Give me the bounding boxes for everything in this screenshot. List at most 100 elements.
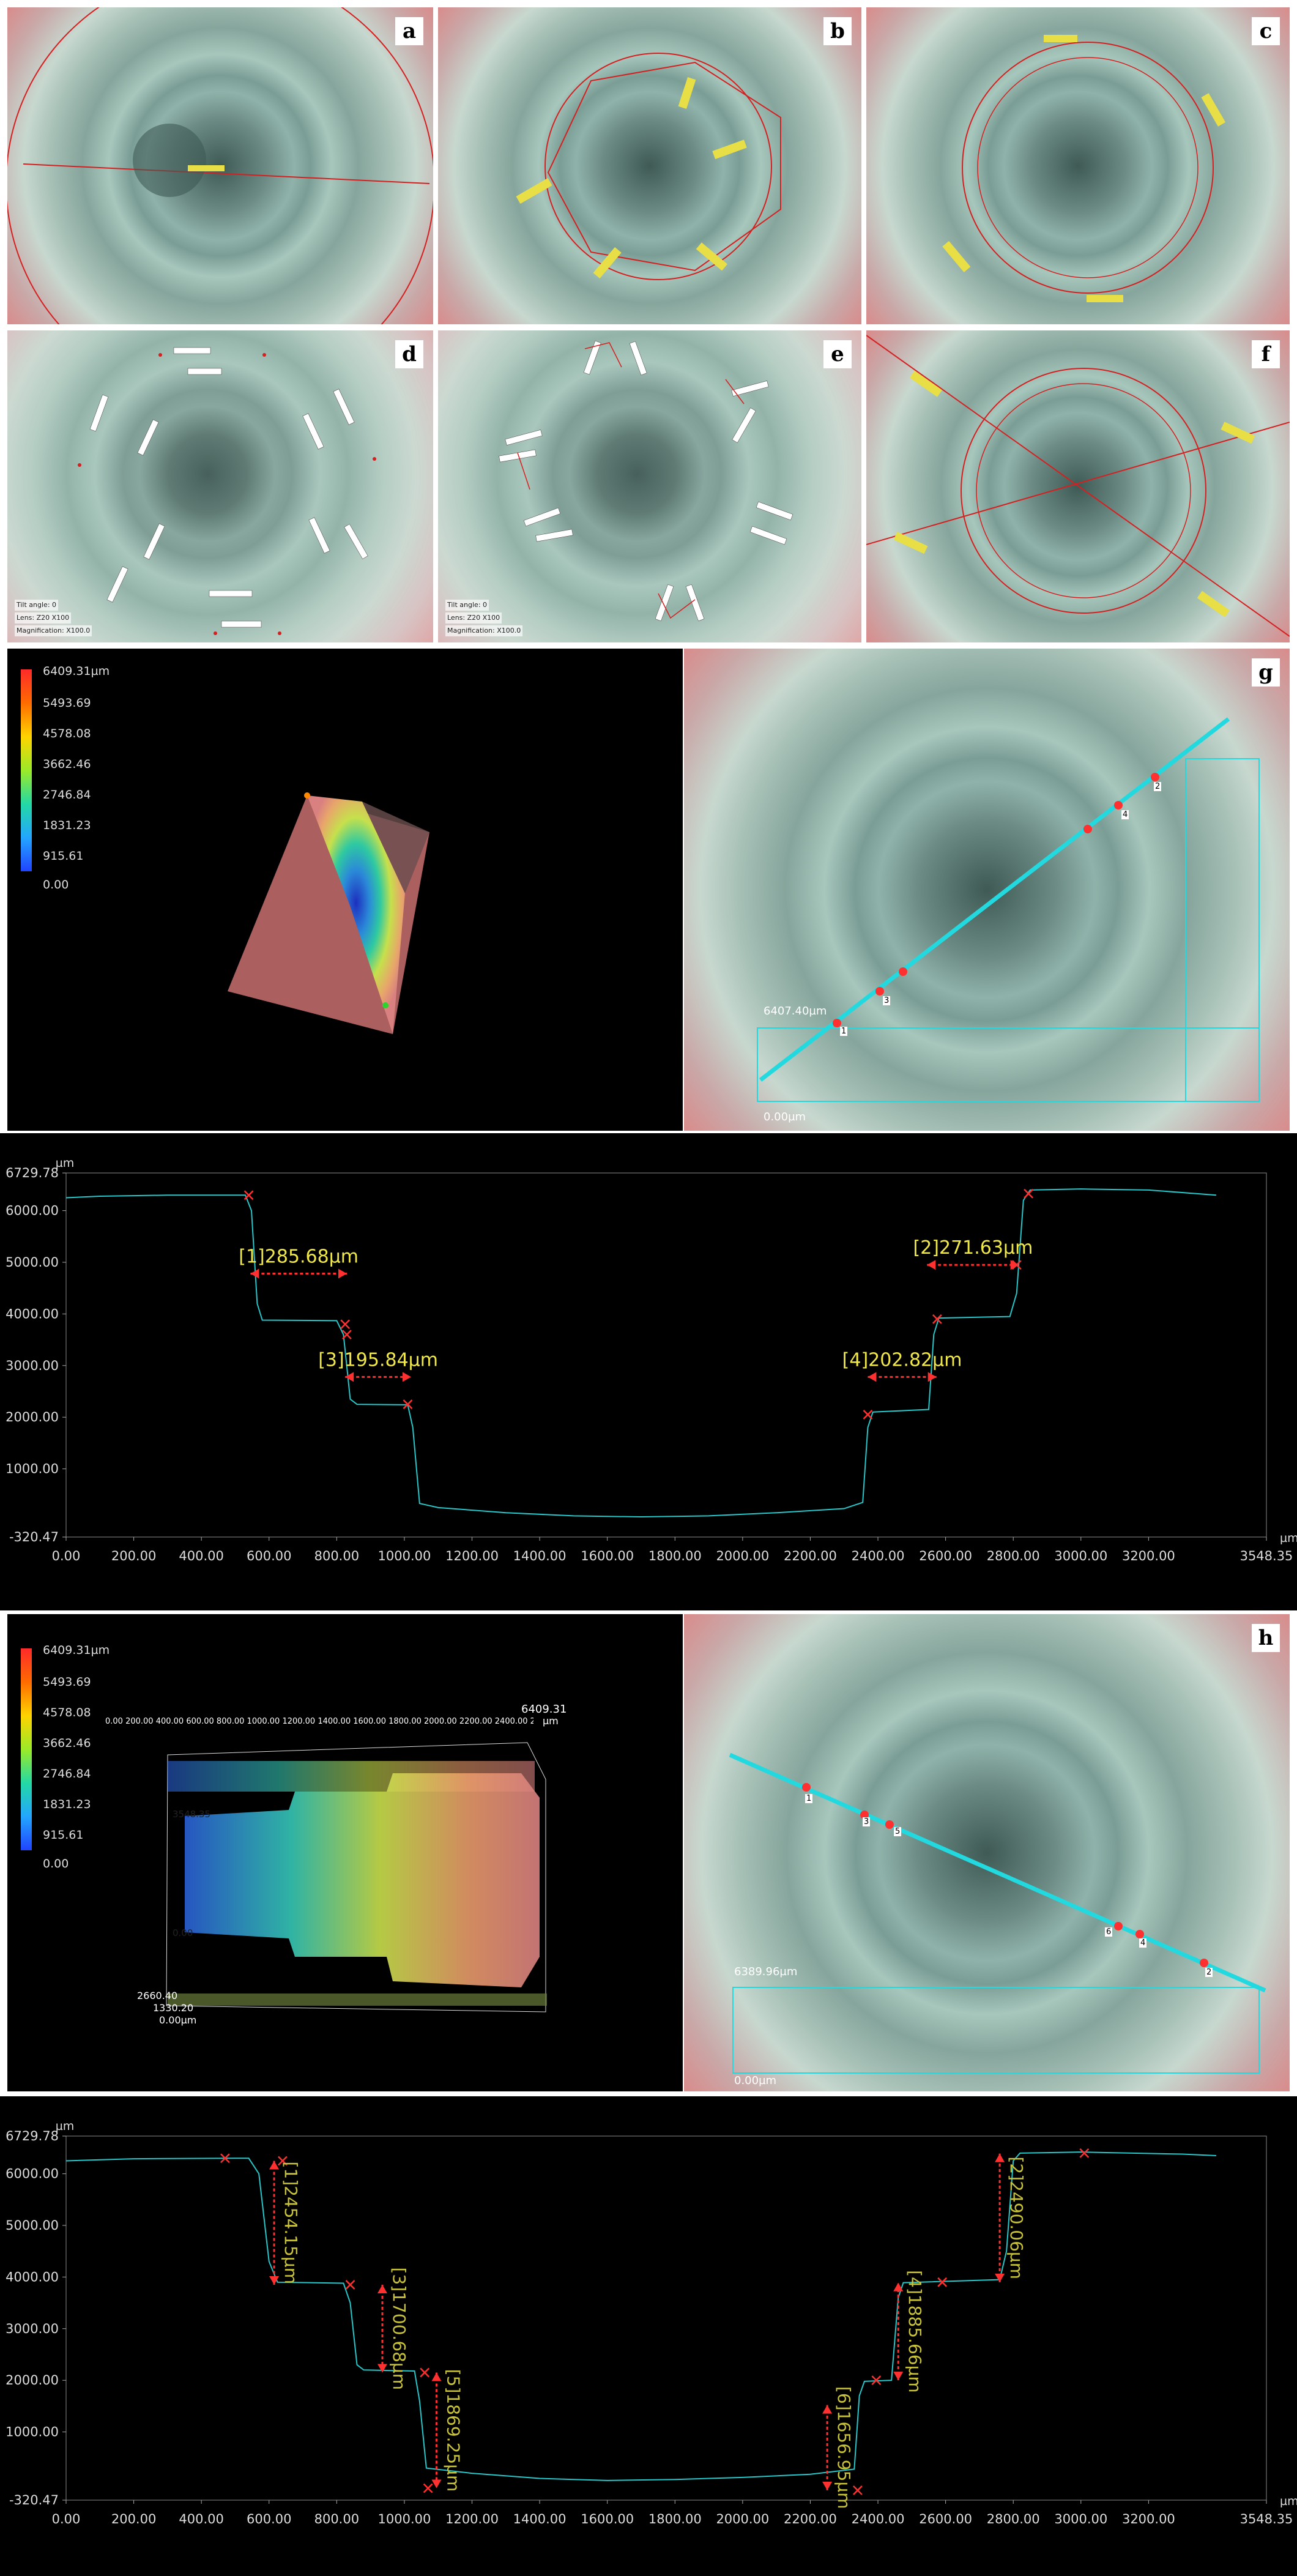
height-label: 6389.96µm: [734, 1965, 798, 1978]
dimension-arrow: [893, 2372, 904, 2381]
measure-tag: [593, 247, 622, 278]
colorbar-label: 0.00: [43, 1857, 69, 1871]
axis-ticks: 0.00 200.00 400.00 600.00 800.00 1000.00…: [105, 1717, 533, 1726]
profile-marker: [403, 1399, 413, 1409]
panel-h: 1 2 3 4 5 6 6389.96µm 0.00µm h: [684, 1614, 1290, 2091]
profile-marker: [932, 1314, 942, 1324]
dimension-arrow: [338, 1268, 347, 1279]
point-label: 1: [805, 1794, 813, 1803]
x-tick-label: 2800.00: [987, 1549, 1040, 1563]
point-label: 5: [894, 1827, 902, 1836]
colorbar-label: 0.00: [43, 878, 69, 892]
point-label: 3: [863, 1817, 871, 1826]
profile-chart-2-svg: 6729.78 6000.00 5000.00 4000.00 3000.00 2000.…: [6, 2120, 1297, 2526]
panel-g-overlay: [757, 717, 1260, 1102]
colorbar-label: 1831.23: [43, 1798, 91, 1811]
model-top-label: 6409.31: [521, 1703, 567, 1716]
measure-line: [866, 422, 1290, 545]
x-tick-label: 800.00: [314, 2512, 359, 2526]
y-tick-label: 2000.00: [6, 2373, 59, 2388]
colorbar-label: 4578.08: [43, 1706, 91, 1719]
panel-c: c: [866, 7, 1290, 324]
base-label: 0.00µm: [734, 2074, 777, 2087]
y-tick-label: -320.47: [9, 2493, 59, 2507]
measure-circle: [977, 57, 1199, 278]
y-tick-label: 6729.78: [6, 2129, 59, 2143]
x-tick-label: 1800.00: [648, 2512, 702, 2526]
diameter-line: [23, 163, 430, 184]
y-tick-label: 5000.00: [6, 2218, 59, 2233]
x-tick-label: 400.00: [179, 1549, 223, 1563]
tilt-angle: Tilt angle: 0: [445, 600, 489, 611]
origin-label: 2660.40: [137, 1990, 178, 2001]
panel-label: d: [395, 340, 423, 368]
x-tick-label: 800.00: [314, 1549, 359, 1563]
capture-meta: Tilt angle: 0 Lens: Z20 X100 Magnificati…: [445, 598, 523, 636]
x-tick-label: 200.00: [111, 1549, 156, 1563]
profile-chart-1-svg: 6729.78 6000.00 5000.00 4000.00 3000.00 2000.…: [6, 1156, 1297, 1563]
dimension-arrow: [377, 2364, 387, 2373]
bore: [133, 124, 206, 197]
panel-g: 1 2 3 4 6407.40µm 0.00µm g: [684, 649, 1290, 1131]
model-bottom-label: 0.00: [173, 1927, 193, 1938]
measure-tag: [696, 242, 727, 271]
panel-f: f: [866, 330, 1290, 642]
measure-polygon: [547, 61, 781, 272]
plot-frame: [65, 1172, 1267, 1538]
dimension-arrow: [927, 1260, 936, 1270]
profile-marker: [1079, 2148, 1090, 2158]
y-tick-label: 2000.00: [6, 1410, 59, 1424]
x-tick-label: 3200.00: [1122, 1549, 1175, 1563]
colorbar-label: 915.61: [43, 849, 84, 863]
profile-marker: [420, 2367, 429, 2378]
measure-circle: [976, 383, 1191, 598]
measure-tag: [909, 370, 942, 397]
profile-marker: [937, 2277, 947, 2287]
colorbar: [21, 669, 32, 871]
surface-3d-panel-1: 6409.31µm 5493.69 4578.08 3662.46 2746.8…: [7, 649, 683, 1131]
dimension-label: [3]1700.68µm: [389, 2267, 409, 2390]
colorbar-label: 5493.69: [43, 696, 91, 710]
colorbar-label: 2746.84: [43, 1767, 91, 1781]
panel-label: a: [395, 17, 423, 45]
measure-tag: [1221, 422, 1255, 444]
surface-model: [166, 1742, 547, 2012]
x-tick-label: 2200.00: [784, 1549, 837, 1563]
colorbar: [21, 1648, 32, 1850]
profile-marker: [277, 2156, 288, 2166]
dimension-label: [1]2454.15µm: [281, 2161, 301, 2284]
profile-chart-1: 6729.78 6000.00 5000.00 4000.00 3000.00 2000.…: [0, 1133, 1297, 1610]
measure-tag: [712, 140, 747, 160]
dimension-label: [6]1656.95µm: [834, 2386, 854, 2509]
panel-label: h: [1252, 1624, 1280, 1652]
y-axis-unit: µm: [56, 1156, 75, 1170]
dimension-arrow: [431, 2479, 442, 2489]
x-axis-unit: µm: [1280, 1532, 1297, 1545]
panel-a: a: [7, 7, 433, 324]
x-axis-unit: µm: [1280, 2495, 1297, 2508]
measure-tag: [893, 532, 928, 554]
measure-tag: [1044, 35, 1077, 42]
dimension-arrow: [250, 1268, 259, 1279]
x-tick-label: 1200.00: [445, 2512, 499, 2526]
dimension-arrow: [822, 2481, 833, 2490]
profile-line: [65, 1188, 1217, 1518]
measure-tag: [942, 240, 971, 272]
height-label: 6407.40µm: [764, 1005, 827, 1018]
x-tick-label: 600.00: [247, 2512, 291, 2526]
x-tick-label: 3548.35: [1240, 2512, 1293, 2526]
dimension-arrow: [377, 2285, 387, 2294]
dimension-arrow: [822, 2405, 833, 2414]
panel-label: b: [823, 17, 852, 45]
colorbar-label: 6409.31µm: [43, 664, 110, 678]
profile-marker: [423, 2483, 433, 2493]
point-label: 3: [883, 996, 891, 1005]
origin-label: 0.00µm: [159, 2014, 197, 2026]
dimension-arrow: [995, 2153, 1005, 2162]
panel-h-overlay: [729, 1752, 1266, 2074]
profile-marker: [852, 2485, 863, 2495]
surface-model: [228, 792, 429, 1034]
y-tick-label: 6729.78: [6, 1166, 59, 1180]
lens: Lens: Z20 X100: [15, 612, 72, 624]
point-label: 4: [1121, 810, 1129, 819]
